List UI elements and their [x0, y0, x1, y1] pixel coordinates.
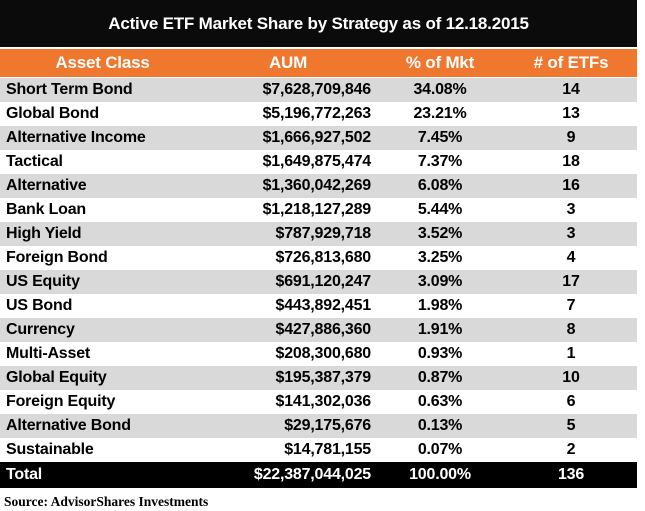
num-etfs-cell: 17: [562, 273, 580, 290]
num-etfs-cell: 4: [566, 249, 576, 266]
num-etfs-cell: 9: [566, 129, 576, 146]
aum-cell: $427,886,360: [275, 321, 372, 338]
table-body: Short Term Bond $7,628,709,846 34.08% 14 Glo…: [0, 78, 637, 462]
asset-class-cell: Global Equity: [6, 369, 107, 386]
table-row: Sustainable $14,781,155 0.07% 2: [0, 438, 637, 462]
aum-cell: $787,929,718: [275, 225, 372, 242]
aum-cell: $1,666,927,502: [262, 129, 372, 146]
aum-cell: $29,175,676: [284, 417, 371, 434]
column-header-num-etfs: # of ETFs: [533, 53, 609, 72]
table-row: Alternative $1,360,042,269 6.08% 16: [0, 174, 637, 198]
num-etfs-cell: 13: [562, 105, 580, 122]
column-header-aum: AUM: [268, 53, 308, 72]
aum-cell: $141,302,036: [275, 393, 372, 410]
asset-class-cell: Multi-Asset: [6, 345, 91, 362]
aum-cell: $726,813,680: [275, 249, 372, 266]
num-etfs-cell: 3: [566, 225, 576, 242]
total-num-etfs: 136: [557, 466, 585, 483]
table-row: US Equity $691,120,247 3.09% 17: [0, 270, 637, 294]
table-total-row: Total $22,387,044,025 100.00% 136: [0, 462, 637, 488]
asset-class-cell: Alternative Bond: [6, 417, 131, 434]
table-row: Alternative Income $1,666,927,502 7.45% 9: [0, 126, 637, 150]
table-row: Tactical $1,649,875,474 7.37% 18: [0, 150, 637, 174]
asset-class-cell: Tactical: [6, 153, 63, 170]
aum-cell: $195,387,379: [275, 369, 372, 386]
asset-class-cell: US Equity: [6, 273, 80, 290]
total-label: Total: [6, 466, 43, 483]
asset-class-cell: Alternative: [6, 177, 87, 194]
pct-of-mkt-cell: 0.87%: [417, 369, 463, 386]
num-etfs-cell: 1: [566, 345, 576, 362]
asset-class-cell: Sustainable: [6, 441, 94, 458]
aum-cell: $1,360,042,269: [262, 177, 372, 194]
pct-of-mkt-cell: 3.52%: [417, 225, 463, 242]
table-row: High Yield $787,929,718 3.52% 3: [0, 222, 637, 246]
table-row: Foreign Equity $141,302,036 0.63% 6: [0, 390, 637, 414]
pct-of-mkt-cell: 1.98%: [417, 297, 463, 314]
table-row: Short Term Bond $7,628,709,846 34.08% 14: [0, 78, 637, 102]
num-etfs-cell: 18: [562, 153, 580, 170]
asset-class-cell: Global Bond: [6, 105, 99, 122]
total-pct-of-mkt: 100.00%: [409, 466, 471, 483]
source-note: Source: AdvisorShares Investments: [4, 494, 209, 509]
aum-cell: $691,120,247: [275, 273, 372, 290]
num-etfs-cell: 7: [566, 297, 576, 314]
num-etfs-cell: 2: [566, 441, 576, 458]
table-title: Active ETF Market Share by Strategy as o…: [0, 0, 637, 47]
pct-of-mkt-cell: 3.25%: [417, 249, 463, 266]
pct-of-mkt-cell: 5.44%: [417, 201, 463, 218]
asset-class-cell: Foreign Equity: [6, 393, 116, 410]
column-header-asset-class: Asset Class: [55, 53, 150, 72]
aum-cell: $7,628,709,846: [262, 81, 372, 98]
table-row: Foreign Bond $726,813,680 3.25% 4: [0, 246, 637, 270]
table-row: Bank Loan $1,218,127,289 5.44% 3: [0, 198, 637, 222]
asset-class-cell: Foreign Bond: [6, 249, 108, 266]
pct-of-mkt-cell: 7.45%: [417, 129, 463, 146]
aum-cell: $208,300,680: [275, 345, 372, 362]
asset-class-cell: Short Term Bond: [6, 81, 133, 98]
num-etfs-cell: 14: [562, 81, 580, 98]
pct-of-mkt-cell: 1.91%: [417, 321, 463, 338]
aum-cell: $1,649,875,474: [262, 153, 372, 170]
aum-cell: $443,892,451: [275, 297, 372, 314]
table-row: Alternative Bond $29,175,676 0.13% 5: [0, 414, 637, 438]
asset-class-cell: Bank Loan: [6, 201, 86, 218]
pct-of-mkt-cell: 0.63%: [417, 393, 463, 410]
table-row: US Bond $443,892,451 1.98% 7: [0, 294, 637, 318]
num-etfs-cell: 16: [562, 177, 580, 194]
num-etfs-cell: 5: [566, 417, 576, 434]
num-etfs-cell: 6: [566, 393, 576, 410]
asset-class-cell: US Bond: [6, 297, 73, 314]
num-etfs-cell: 3: [566, 201, 576, 218]
aum-cell: $5,196,772,263: [262, 105, 372, 122]
pct-of-mkt-cell: 0.93%: [417, 345, 463, 362]
column-header-pct-of-mkt: % of Mkt: [405, 53, 475, 72]
pct-of-mkt-cell: 3.09%: [417, 273, 463, 290]
table-header-row: Asset Class AUM % of Mkt # of ETFs: [0, 49, 637, 77]
asset-class-cell: Currency: [6, 321, 75, 338]
table-row: Global Equity $195,387,379 0.87% 10: [0, 366, 637, 390]
pct-of-mkt-cell: 6.08%: [417, 177, 463, 194]
asset-class-cell: High Yield: [6, 225, 82, 242]
table-row: Multi-Asset $208,300,680 0.93% 1: [0, 342, 637, 366]
pct-of-mkt-cell: 0.13%: [417, 417, 463, 434]
num-etfs-cell: 10: [562, 369, 580, 386]
aum-cell: $1,218,127,289: [262, 201, 372, 218]
pct-of-mkt-cell: 23.21%: [413, 105, 467, 122]
table-row: Global Bond $5,196,772,263 23.21% 13: [0, 102, 637, 126]
asset-class-cell: Alternative Income: [6, 129, 146, 146]
table-row: Currency $427,886,360 1.91% 8: [0, 318, 637, 342]
pct-of-mkt-cell: 7.37%: [417, 153, 463, 170]
pct-of-mkt-cell: 34.08%: [413, 81, 467, 98]
total-aum: $22,387,044,025: [253, 466, 371, 483]
pct-of-mkt-cell: 0.07%: [417, 441, 463, 458]
num-etfs-cell: 8: [566, 321, 576, 338]
aum-cell: $14,781,155: [284, 441, 371, 458]
